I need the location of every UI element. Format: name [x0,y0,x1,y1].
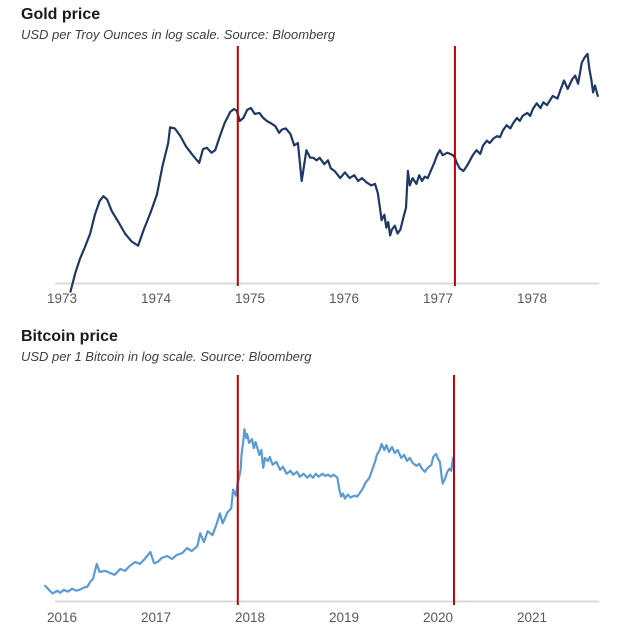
gold-chart-subtitle: USD per Troy Ounces in log scale. Source… [21,27,336,43]
bitcoin-x-tick-label: 2020 [423,610,453,625]
bitcoin-x-tick-label: 2016 [47,610,77,625]
gold-x-tick-label: 1978 [517,291,547,306]
bitcoin-chart-title: Bitcoin price [21,328,118,345]
bitcoin-x-tick-label: 2021 [517,610,547,625]
gold-chart-header: Gold price USD per Troy Ounces in log sc… [21,5,335,43]
gold-x-tick-label: 1975 [235,291,265,306]
gold-x-tick-label: 1977 [423,291,453,306]
bitcoin-price-line [44,428,456,595]
gold-chart-title: Gold price [21,6,101,23]
gold-price-line [69,52,599,293]
gold-x-tick-label: 1976 [329,291,359,306]
bitcoin-x-tick-label: 2018 [235,610,265,625]
bitcoin-chart-header: Bitcoin price USD per 1 Bitcoin in log s… [21,327,311,365]
gold-x-tick-label: 1974 [141,291,172,306]
bitcoin-x-tick-label: 2017 [141,610,171,625]
bitcoin-x-tick-label: 2019 [329,610,359,625]
gold-x-tick-label: 1973 [47,291,77,306]
bitcoin-chart-subtitle: USD per 1 Bitcoin in log scale. Source: … [21,349,312,365]
